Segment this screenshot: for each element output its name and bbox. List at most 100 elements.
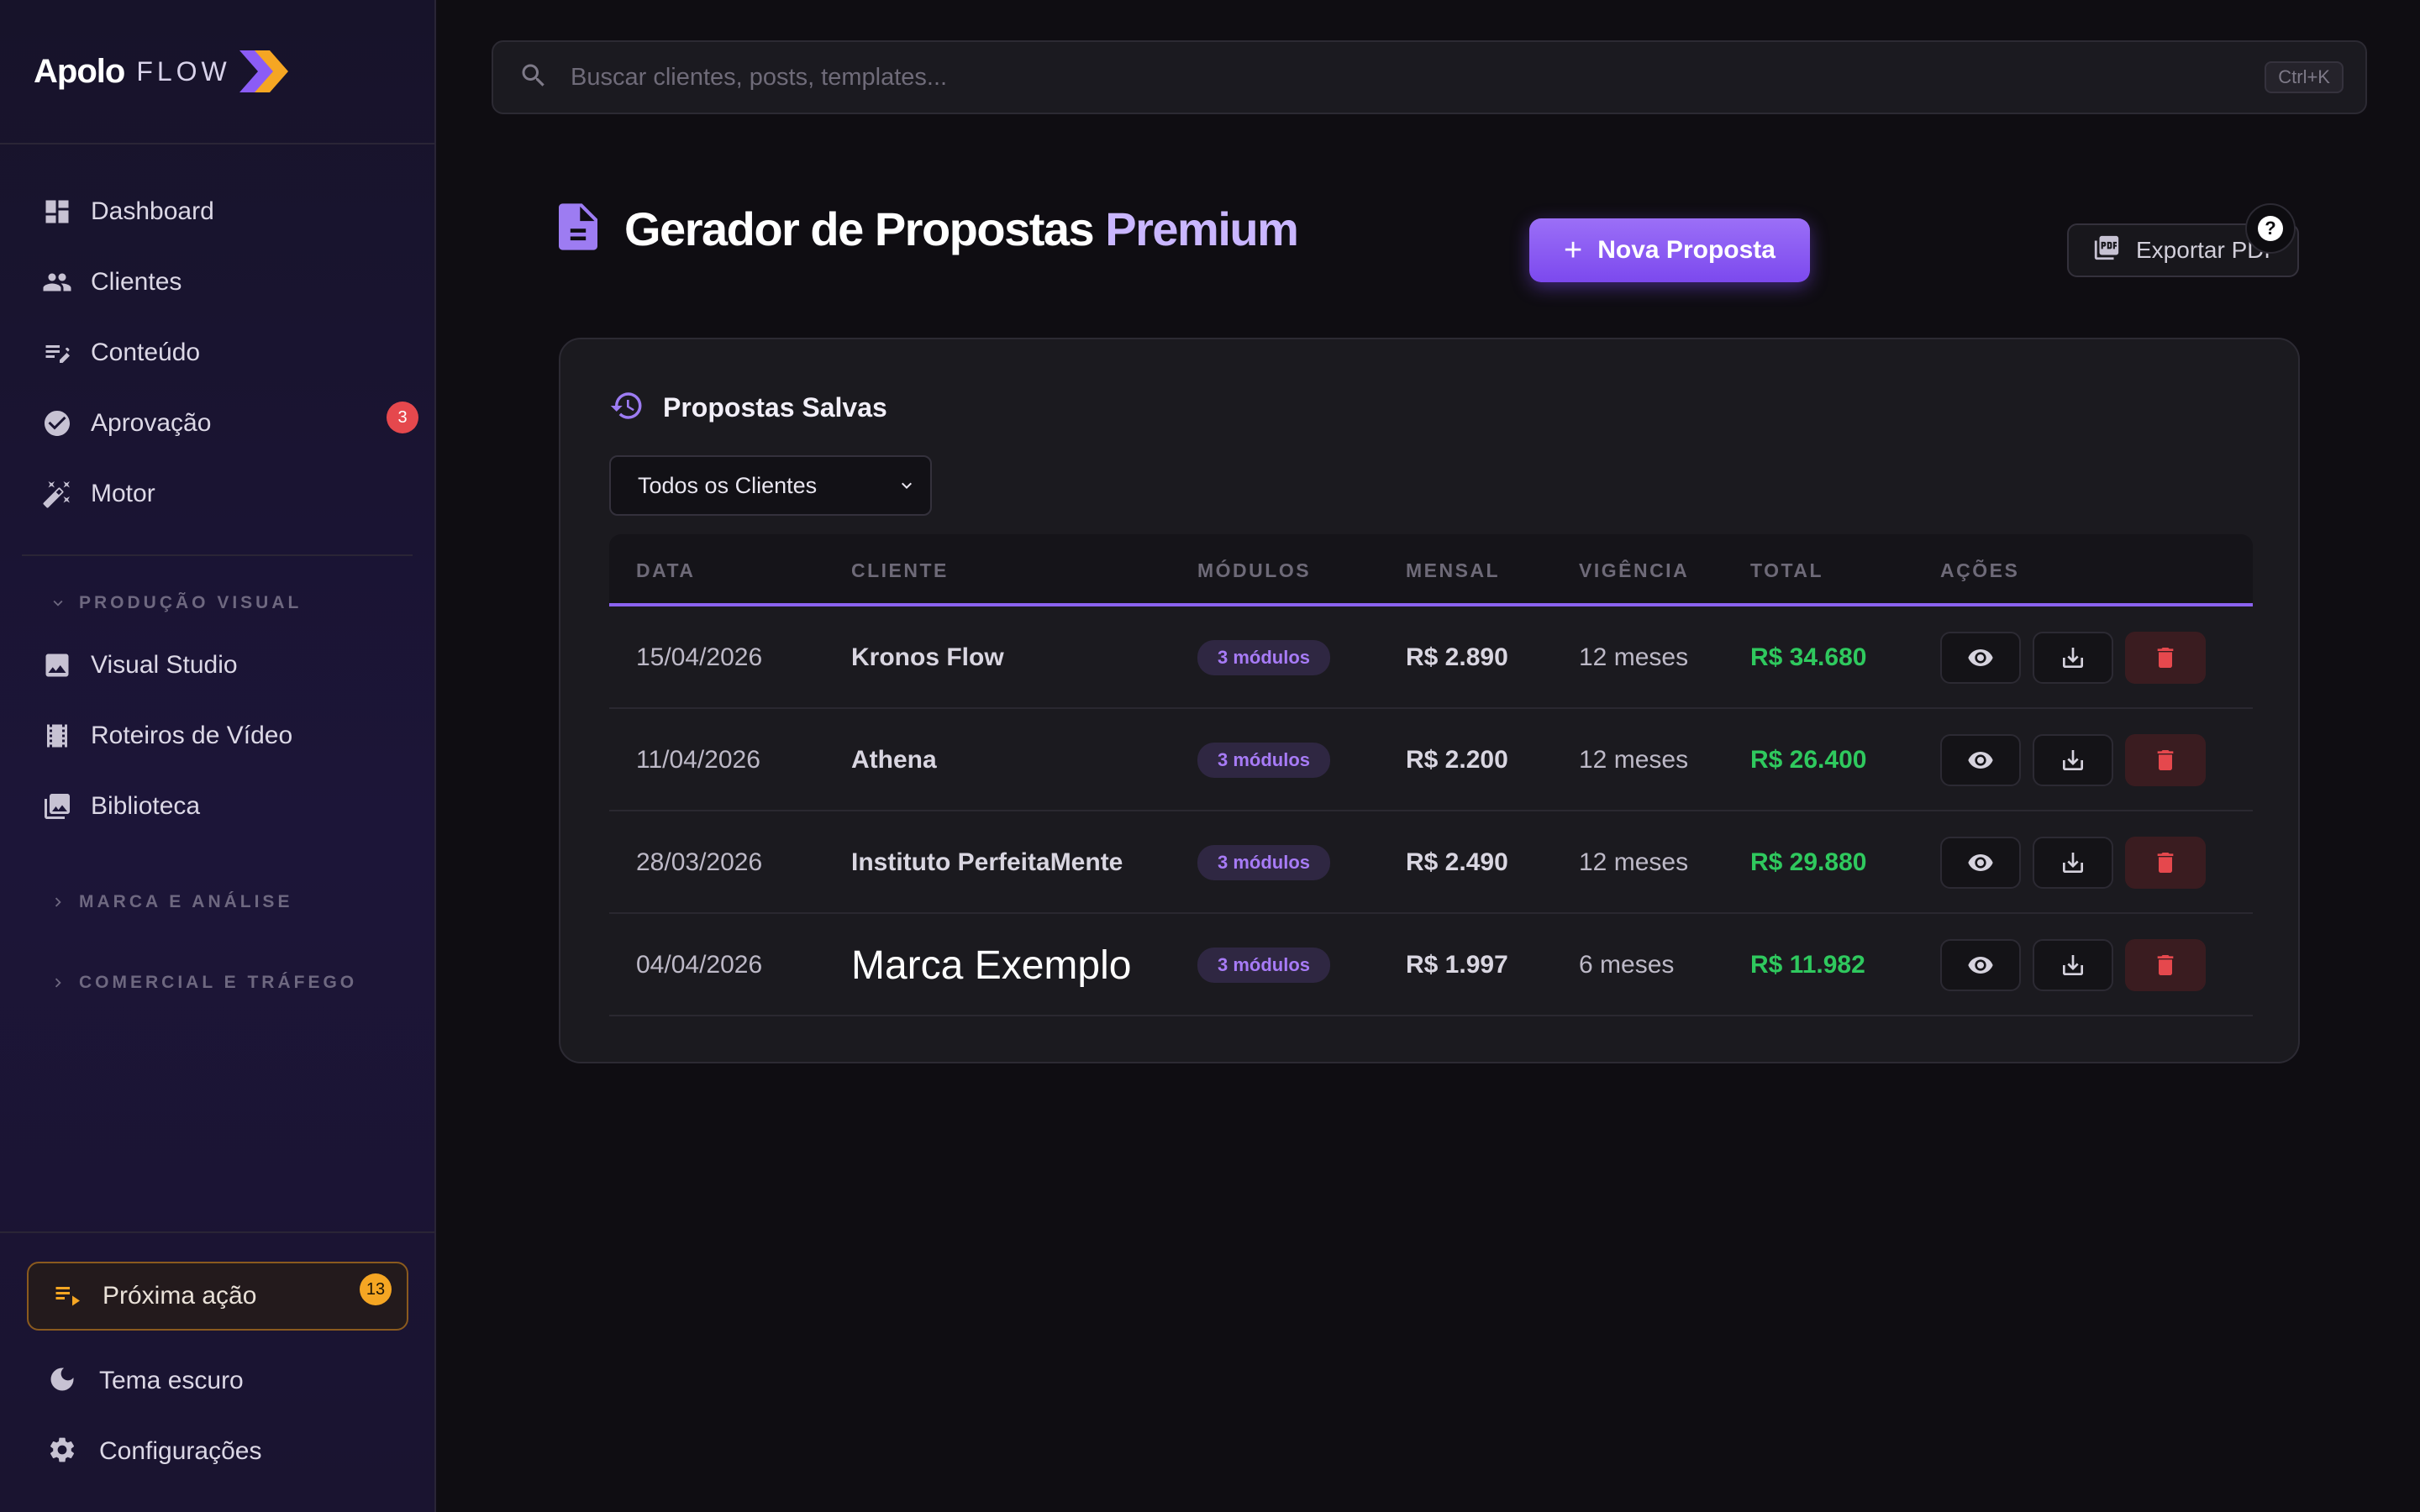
section-producao-visual[interactable]: PRODUÇÃO VISUAL — [0, 576, 434, 630]
sidebar-item-biblioteca[interactable]: Biblioteca — [0, 771, 434, 842]
cell-monthly: R$ 1.997 — [1406, 951, 1508, 979]
gear-icon — [47, 1435, 81, 1468]
settings-label: Configurações — [99, 1437, 262, 1465]
eye-icon — [1968, 957, 1993, 974]
sidebar-item-motor[interactable]: Motor — [0, 459, 434, 529]
dashboard-icon — [40, 195, 74, 228]
document-icon — [559, 203, 597, 255]
brand-chevron-icon — [239, 50, 288, 92]
cell-client: Instituto PerfeitaMente — [851, 848, 1123, 876]
modules-badge: 3 módulos — [1197, 845, 1331, 880]
cell-modules: 3 módulos — [1197, 914, 1331, 1016]
cell-total: R$ 29.880 — [1750, 848, 1867, 876]
download-button[interactable] — [2033, 837, 2113, 889]
download-button[interactable] — [2033, 632, 2113, 684]
table-row: 15/04/2026 Kronos Flow 3 módulos R$ 2.89… — [609, 606, 2253, 709]
cell-total: R$ 26.400 — [1750, 746, 1867, 774]
global-search[interactable]: Ctrl+K — [492, 40, 2367, 114]
sidebar-footer: Próxima ação 13 Tema escuro Configuraçõe… — [0, 1231, 436, 1512]
cell-monthly: R$ 2.890 — [1406, 643, 1508, 671]
cell-actions — [1940, 811, 2206, 914]
eye-icon — [1968, 752, 1993, 769]
theme-toggle[interactable]: Tema escuro — [47, 1356, 244, 1406]
moon-icon — [47, 1364, 81, 1398]
download-icon — [2063, 853, 2083, 873]
column-header-modules: MÓDULOS — [1197, 559, 1312, 581]
main-nav: Dashboard Clientes Conteúdo Aprovação 3 … — [0, 144, 434, 1010]
delete-button[interactable] — [2125, 734, 2206, 786]
main-content: Ctrl+K Gerador de Propostas Premium + No… — [438, 0, 2420, 1512]
cell-actions — [1940, 914, 2206, 1016]
cell-term: 12 meses — [1579, 746, 1689, 774]
sidebar-item-clientes[interactable]: Clientes — [0, 247, 434, 318]
magic-wand-icon — [40, 477, 74, 511]
table-row: 11/04/2026 Athena 3 módulos R$ 2.200 12 … — [609, 709, 2253, 811]
modules-badge: 3 módulos — [1197, 948, 1331, 983]
users-icon — [40, 265, 74, 299]
download-button[interactable] — [2033, 734, 2113, 786]
column-header-date: DATA — [636, 559, 696, 581]
modules-badge: 3 módulos — [1197, 743, 1331, 778]
sidebar-item-label: Visual Studio — [91, 651, 238, 679]
view-button[interactable] — [1940, 734, 2021, 786]
sidebar-item-roteiros[interactable]: Roteiros de Vídeo — [0, 701, 434, 771]
trash-icon — [2157, 750, 2174, 770]
search-input[interactable] — [571, 63, 2265, 92]
film-icon — [40, 719, 74, 753]
cell-modules: 3 módulos — [1197, 811, 1331, 914]
column-header-client: CLIENTE — [851, 559, 949, 581]
section-marca-analise[interactable]: MARCA E ANÁLISE — [0, 875, 434, 929]
trash-icon — [2157, 648, 2174, 668]
client-filter-select[interactable]: Todos os Clientes — [609, 455, 932, 516]
section-comercial-trafego[interactable]: COMERCIAL E TRÁFEGO — [0, 956, 434, 1010]
sidebar-item-visual-studio[interactable]: Visual Studio — [0, 630, 434, 701]
brand-name: Apolo — [34, 52, 125, 90]
brand-logo[interactable]: Apolo FLOW — [0, 0, 434, 144]
next-action-count-badge: 13 — [360, 1273, 392, 1305]
sidebar: Apolo FLOW Dashboard Clientes Conteúdo A… — [0, 0, 436, 1512]
trash-icon — [2157, 853, 2174, 873]
search-icon — [518, 60, 549, 95]
sidebar-item-conteudo[interactable]: Conteúdo — [0, 318, 434, 388]
chevron-right-icon — [55, 897, 61, 907]
card-title: Propostas Salvas — [663, 392, 887, 423]
new-proposal-label: Nova Proposta — [1597, 236, 1776, 264]
cell-date: 04/04/2026 — [636, 951, 763, 979]
cell-term: 12 meses — [1579, 643, 1689, 671]
view-button[interactable] — [1940, 939, 2021, 991]
delete-button[interactable] — [2125, 837, 2206, 889]
column-header-monthly: MENSAL — [1406, 559, 1501, 581]
next-action-button[interactable]: Próxima ação 13 — [27, 1262, 408, 1331]
section-label: COMERCIAL E TRÁFEGO — [79, 973, 358, 992]
proposals-table: DATA CLIENTE MÓDULOS MENSAL VIGÊNCIA TOT… — [609, 534, 2253, 1016]
delete-button[interactable] — [2125, 939, 2206, 991]
view-button[interactable] — [1940, 837, 2021, 889]
cell-monthly: R$ 2.200 — [1406, 746, 1508, 774]
column-header-total: TOTAL — [1750, 559, 1824, 581]
pdf-icon — [2092, 234, 2136, 268]
eye-icon — [1968, 854, 1993, 871]
page-title-main: Gerador de Propostas — [624, 202, 1095, 255]
settings-link[interactable]: Configurações — [47, 1426, 261, 1477]
cell-total: R$ 11.982 — [1750, 951, 1865, 979]
download-button[interactable] — [2033, 939, 2113, 991]
nav-divider — [22, 554, 413, 556]
sidebar-item-aprovacao[interactable]: Aprovação 3 — [0, 388, 434, 459]
cell-modules: 3 módulos — [1197, 606, 1331, 709]
delete-button[interactable] — [2125, 632, 2206, 684]
column-header-actions: AÇÕES — [1940, 559, 2020, 581]
download-icon — [2063, 750, 2083, 770]
column-header-term: VIGÊNCIA — [1579, 559, 1690, 581]
sidebar-item-dashboard[interactable]: Dashboard — [0, 176, 434, 247]
sidebar-item-label: Conteúdo — [91, 339, 201, 366]
view-button[interactable] — [1940, 632, 2021, 684]
cell-modules: 3 módulos — [1197, 709, 1331, 811]
new-proposal-button[interactable]: + Nova Proposta — [1529, 218, 1810, 282]
sidebar-item-label: Clientes — [91, 268, 182, 296]
download-icon — [2063, 955, 2083, 975]
help-button[interactable]: ? — [2245, 203, 2296, 254]
section-label: MARCA E ANÁLISE — [79, 892, 293, 911]
cell-date: 11/04/2026 — [636, 746, 760, 774]
cell-client: Kronos Flow — [851, 643, 1004, 671]
eye-icon — [1968, 649, 1993, 666]
